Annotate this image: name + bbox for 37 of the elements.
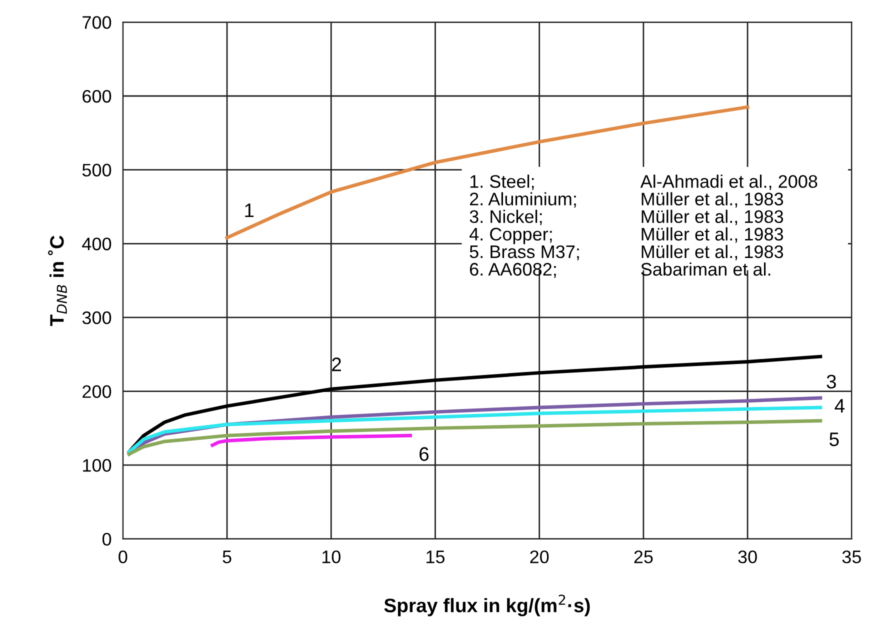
series-label: 3: [826, 374, 836, 389]
annotation: Sabariman et al.: [641, 262, 770, 276]
series-label: 6: [420, 447, 429, 461]
annotation: Müller et al., 1983: [642, 210, 784, 226]
x-tick-label: 15: [426, 550, 445, 564]
series-label: 1: [245, 204, 254, 218]
series-label: 4: [834, 399, 845, 413]
annotation: 4. Copper;: [469, 228, 552, 244]
annotation: 2. Aluminium;: [470, 192, 576, 208]
y-tick-label: 100: [83, 459, 112, 472]
y-axis-title: T$_{DNB}$ in ˚C: [48, 236, 67, 326]
x-tick-label: 5: [222, 550, 232, 564]
y-tick-label: 300: [82, 311, 112, 324]
x-tick-label: 30: [738, 550, 757, 564]
annotation: 1. Steel;: [470, 174, 534, 190]
y-tick-label: 0: [102, 532, 112, 546]
x-tick-label: 20: [530, 550, 549, 564]
y-tick-label: 600: [82, 90, 112, 103]
series-label: 5: [830, 432, 839, 446]
y-tick-label: 200: [82, 385, 112, 398]
line-series: [210, 434, 412, 447]
annotation: Müller et al., 1983: [642, 244, 784, 260]
x-tick-label: 25: [634, 550, 653, 564]
annotation: Müller et al., 1983: [642, 227, 784, 243]
x-tick-label: 10: [322, 550, 340, 564]
annotation: Müller et al., 1983: [642, 192, 784, 208]
x-axis-title: Spray flux in kg/(m$^{2}$·s): [384, 594, 590, 616]
annotation: 5. Brass M37;: [470, 245, 579, 260]
x-tick-label: 35: [842, 550, 861, 564]
y-tick-label: 400: [82, 238, 112, 250]
annotation: 3. Nickel;: [470, 210, 542, 226]
annotation: 6. AA6082;: [470, 262, 556, 278]
y-tick-label: 500: [82, 164, 112, 177]
x-tick-label: 0: [118, 550, 128, 564]
series-label: 2: [332, 358, 341, 372]
y-tick-label: 700: [82, 16, 112, 29]
annotation: Al-Ahmadi et al., 2008: [640, 174, 818, 190]
